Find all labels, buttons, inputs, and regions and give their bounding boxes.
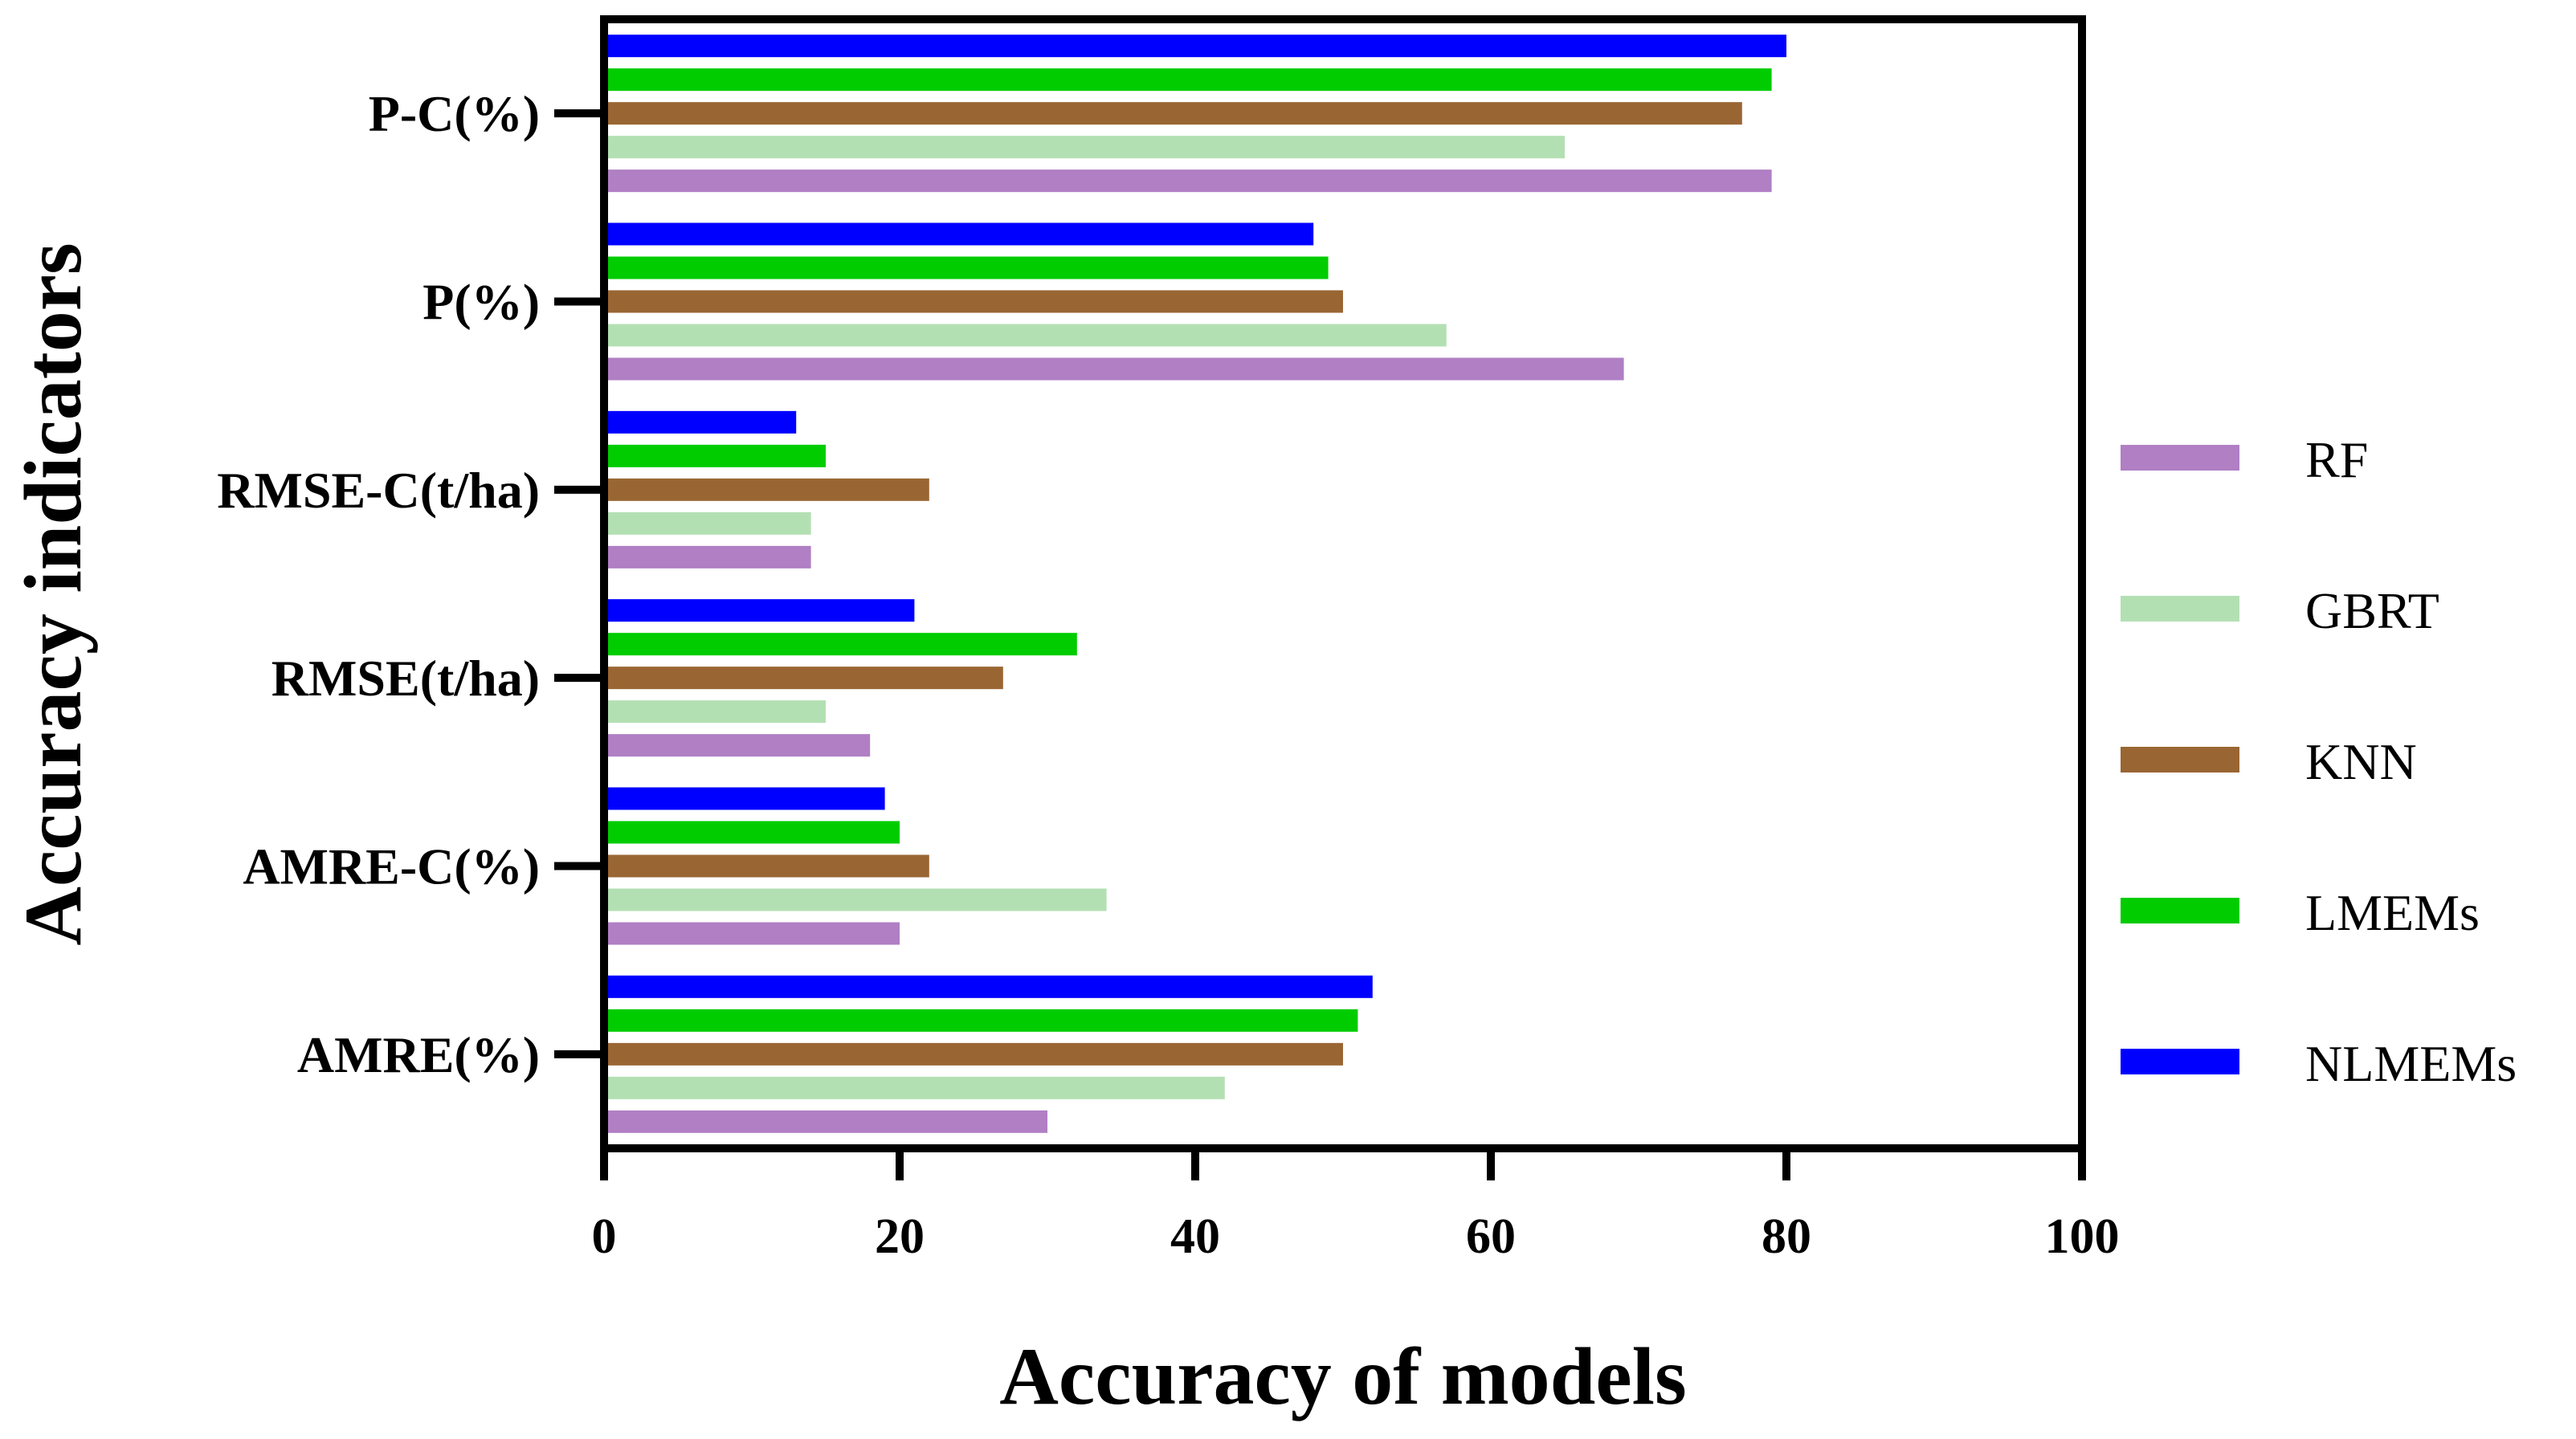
bar-rf-2: [604, 545, 811, 569]
legend-label-rf: RF: [2305, 431, 2368, 488]
bar-gbrt-4: [604, 888, 1107, 911]
x-tick-label: 100: [2045, 1209, 2120, 1264]
bar-lmems-0: [604, 68, 1772, 92]
y-tick-label: RMSE(t/ha): [271, 650, 540, 707]
legend-swatch-knn: [2121, 747, 2239, 772]
x-tick-label: 80: [1762, 1209, 1811, 1264]
bar-lmems-5: [604, 1009, 1358, 1032]
bar-lmems-2: [604, 444, 826, 467]
x-tick-label: 40: [1170, 1209, 1220, 1264]
bar-knn-3: [604, 667, 1003, 690]
legend-swatch-rf: [2121, 445, 2239, 471]
bar-nlmems-3: [604, 599, 915, 622]
y-tick-label: RMSE-C(t/ha): [217, 462, 540, 519]
x-axis: 0 20 40 60 80 100: [592, 1148, 2120, 1264]
legend-swatch-nlmems: [2121, 1049, 2239, 1074]
y-tick-label: AMRE-C(%): [243, 838, 540, 895]
bar-knn-4: [604, 854, 929, 878]
legend-swatch-lmems: [2121, 898, 2239, 923]
bar-rf-5: [604, 1110, 1047, 1133]
bar-rf-3: [604, 734, 871, 757]
x-tick-label: 60: [1466, 1209, 1516, 1264]
bar-rf-4: [604, 922, 900, 945]
y-tick-label: P-C(%): [369, 85, 540, 142]
plot-frame: [600, 15, 2086, 1152]
bar-nlmems-0: [604, 35, 1786, 58]
legend: RF GBRT KNN LMEMs NLMEMs: [2121, 431, 2517, 1092]
y-axis-title: Accuracy indicators: [8, 243, 99, 945]
legend-swatch-gbrt: [2121, 596, 2239, 622]
bars-layer: [604, 35, 1786, 1133]
y-axis: P-C(%) P(%) RMSE-C(t/ha) RMSE(t/ha) AMRE-C(%…: [217, 85, 604, 1083]
bar-gbrt-3: [604, 700, 826, 724]
x-tick-label: 0: [592, 1209, 617, 1264]
bar-knn-0: [604, 102, 1742, 125]
legend-label-gbrt: GBRT: [2305, 582, 2439, 639]
x-tick-label: 20: [875, 1209, 925, 1264]
bar-gbrt-1: [604, 324, 1447, 347]
bar-nlmems-5: [604, 975, 1373, 998]
bar-rf-1: [604, 357, 1624, 381]
bar-lmems-1: [604, 256, 1329, 279]
legend-label-lmems: LMEMs: [2305, 884, 2480, 941]
y-tick-label: P(%): [423, 274, 540, 331]
x-axis-title: Accuracy of models: [999, 1331, 1686, 1422]
bar-gbrt-5: [604, 1076, 1225, 1099]
bar-knn-5: [604, 1042, 1343, 1066]
bar-nlmems-4: [604, 787, 885, 810]
bar-gbrt-0: [604, 136, 1565, 159]
bar-lmems-4: [604, 821, 900, 844]
bar-gbrt-2: [604, 512, 811, 535]
bar-nlmems-1: [604, 222, 1314, 246]
bar-nlmems-2: [604, 410, 797, 434]
legend-label-knn: KNN: [2305, 733, 2417, 790]
bar-lmems-3: [604, 633, 1077, 656]
bar-knn-1: [604, 290, 1343, 313]
plot-border: [600, 15, 2086, 1152]
bar-rf-0: [604, 169, 1772, 193]
legend-label-nlmems: NLMEMs: [2305, 1035, 2517, 1092]
bar-knn-2: [604, 478, 929, 501]
y-tick-label: AMRE(%): [297, 1026, 540, 1083]
